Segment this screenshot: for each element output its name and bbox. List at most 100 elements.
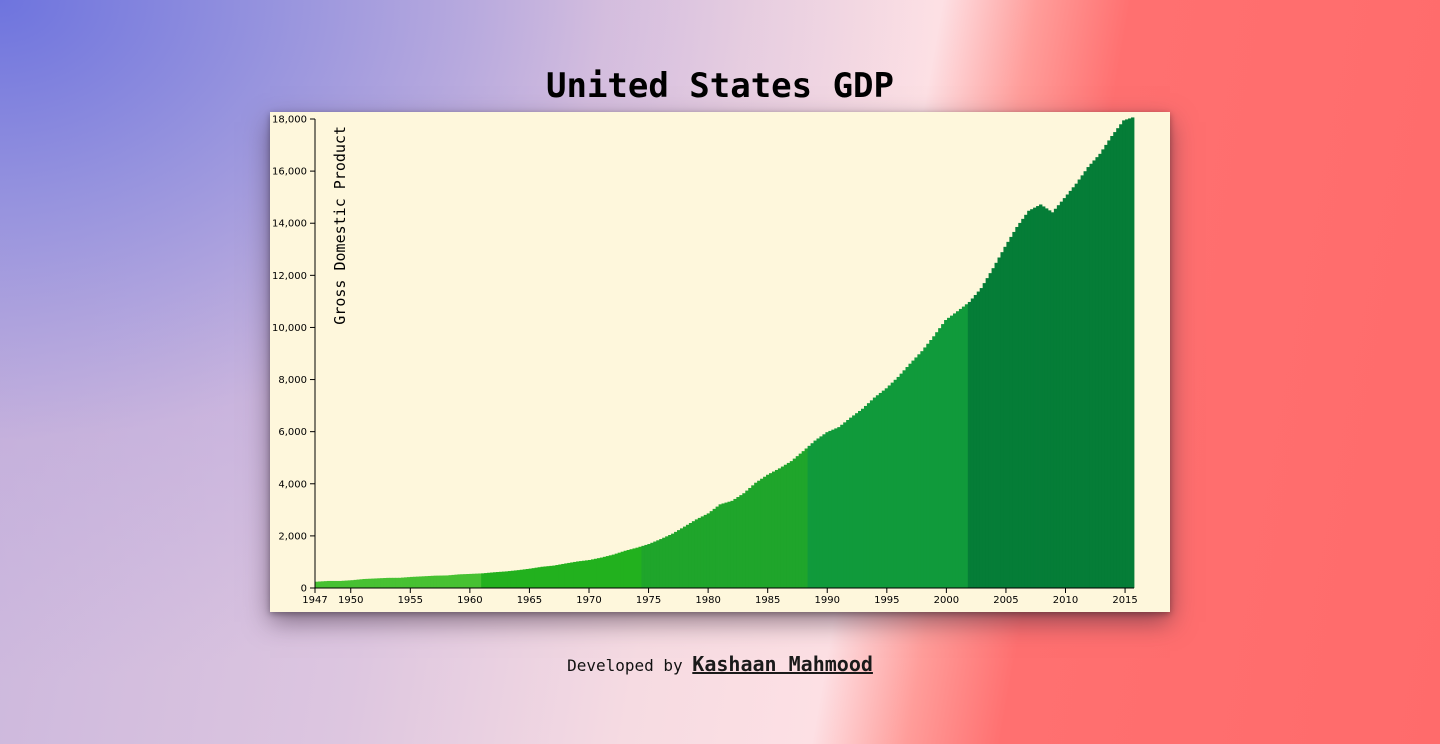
bar[interactable] <box>567 562 571 588</box>
bar[interactable] <box>1122 120 1126 588</box>
bar[interactable] <box>493 572 497 588</box>
bar[interactable] <box>766 474 770 588</box>
bar[interactable] <box>846 420 850 588</box>
bar[interactable] <box>780 466 785 588</box>
bar[interactable] <box>828 430 832 588</box>
bar[interactable] <box>344 580 349 588</box>
author-link[interactable]: Kashaan Mahmood <box>692 652 873 676</box>
bar[interactable] <box>932 336 936 588</box>
bar[interactable] <box>1024 214 1028 588</box>
bar[interactable] <box>543 566 547 588</box>
bar[interactable] <box>884 388 889 588</box>
bar[interactable] <box>1027 210 1031 588</box>
bar[interactable] <box>668 535 672 588</box>
bar[interactable] <box>662 537 666 588</box>
bar[interactable] <box>742 493 746 588</box>
bar[interactable] <box>688 522 693 588</box>
bar[interactable] <box>457 574 461 588</box>
bar[interactable] <box>507 571 512 588</box>
bar[interactable] <box>1083 171 1087 588</box>
bar[interactable] <box>834 428 838 588</box>
bar[interactable] <box>564 563 568 588</box>
bar[interactable] <box>1044 208 1049 588</box>
bar[interactable] <box>510 570 515 588</box>
bar[interactable] <box>478 573 482 588</box>
bar[interactable] <box>596 558 601 588</box>
bar[interactable] <box>1098 153 1102 588</box>
bar[interactable] <box>1009 236 1013 588</box>
bar[interactable] <box>757 480 761 588</box>
bar[interactable] <box>982 283 987 588</box>
bar[interactable] <box>920 351 924 588</box>
bar[interactable] <box>955 311 960 588</box>
bar[interactable] <box>1074 183 1079 589</box>
bar[interactable] <box>769 473 773 588</box>
bar[interactable] <box>985 278 989 588</box>
bar[interactable] <box>905 367 909 588</box>
bar[interactable] <box>837 427 841 588</box>
bar[interactable] <box>1110 135 1114 589</box>
bar[interactable] <box>941 324 945 588</box>
bar[interactable] <box>599 557 604 588</box>
bar[interactable] <box>323 581 328 588</box>
bar[interactable] <box>1018 222 1022 589</box>
bar[interactable] <box>415 576 420 588</box>
bar[interactable] <box>1042 206 1046 588</box>
bar[interactable] <box>792 458 797 588</box>
bar[interactable] <box>724 502 728 588</box>
bar[interactable] <box>1095 157 1099 588</box>
bar[interactable] <box>908 363 912 588</box>
bar[interactable] <box>623 550 627 588</box>
bar[interactable] <box>1077 179 1081 588</box>
bar[interactable] <box>679 528 684 588</box>
bar[interactable] <box>991 268 995 588</box>
bar[interactable] <box>398 577 402 588</box>
bar[interactable] <box>691 521 696 588</box>
bar[interactable] <box>585 560 589 588</box>
bar[interactable] <box>531 568 535 588</box>
bar[interactable] <box>964 304 969 588</box>
bar[interactable] <box>490 572 494 588</box>
bar[interactable] <box>347 580 352 588</box>
bar[interactable] <box>472 573 476 588</box>
bar[interactable] <box>409 576 414 588</box>
bar[interactable] <box>697 517 702 588</box>
bar[interactable] <box>825 432 829 588</box>
bar[interactable] <box>950 315 954 588</box>
bar[interactable] <box>608 555 613 588</box>
bar[interactable] <box>522 569 527 588</box>
bar[interactable] <box>332 580 337 588</box>
bar[interactable] <box>878 392 883 588</box>
bar[interactable] <box>475 573 479 588</box>
bar[interactable] <box>1012 231 1016 588</box>
bar[interactable] <box>359 579 363 588</box>
bar[interactable] <box>635 547 639 588</box>
bar[interactable] <box>771 471 776 588</box>
bar[interactable] <box>466 574 470 588</box>
bar[interactable] <box>641 545 645 588</box>
bar[interactable] <box>896 376 900 588</box>
bar[interactable] <box>540 566 544 588</box>
bar[interactable] <box>677 530 681 588</box>
bar[interactable] <box>703 514 708 588</box>
bar[interactable] <box>926 343 930 588</box>
bar[interactable] <box>383 578 387 588</box>
bar[interactable] <box>593 558 598 588</box>
bar[interactable] <box>644 544 648 588</box>
bar[interactable] <box>1000 252 1004 588</box>
bar[interactable] <box>861 408 865 588</box>
bar[interactable] <box>365 578 369 588</box>
bar[interactable] <box>469 573 473 588</box>
bar[interactable] <box>537 567 541 588</box>
bar[interactable] <box>798 453 803 588</box>
bar[interactable] <box>1092 160 1096 588</box>
bar[interactable] <box>712 508 716 588</box>
bar[interactable] <box>810 443 814 588</box>
bar[interactable] <box>315 581 319 588</box>
bar[interactable] <box>760 478 764 588</box>
bar[interactable] <box>855 413 859 588</box>
bar[interactable] <box>929 340 933 588</box>
bar[interactable] <box>558 564 562 589</box>
bar[interactable] <box>653 541 657 588</box>
bar[interactable] <box>392 577 396 588</box>
